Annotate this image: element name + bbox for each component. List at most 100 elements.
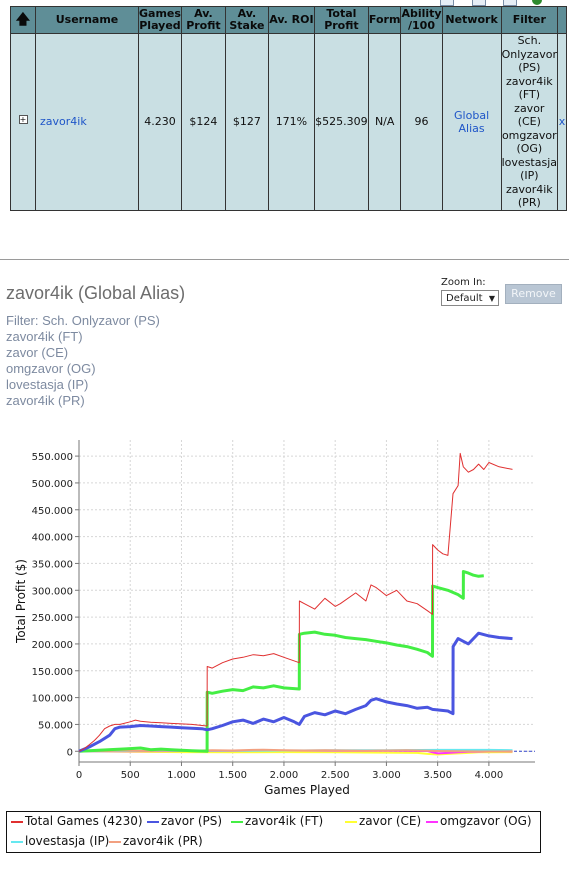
stats-table: 🡅 Username Games Played Av. Profit Av. S…: [10, 6, 568, 211]
form-cell: N/A: [367, 33, 402, 211]
filter-line: (PR): [517, 196, 541, 209]
series-line: [78, 631, 513, 753]
y-tick-label: 200.000: [32, 640, 73, 651]
remove-cell: x: [557, 33, 568, 211]
total-profit-cell: $525.309: [313, 33, 369, 211]
y-tick-label: 450.000: [32, 506, 73, 517]
legend-item: zavor (PS): [147, 814, 222, 828]
toolbar-icon[interactable]: [440, 0, 454, 6]
table-row: + zavor4ik 4.230 $124 $127 171% $525.309…: [10, 33, 568, 211]
series-line: [78, 570, 484, 753]
x-tick-label: 1.500: [218, 770, 247, 781]
username-cell: zavor4ik: [35, 33, 139, 211]
filter-line: (IP): [520, 169, 539, 182]
chart-panel-title: zavor4ik (Global Alias): [6, 283, 186, 303]
legend-item: zavor4ik (PR): [109, 834, 203, 848]
x-tick-label: 500: [121, 770, 140, 781]
filter-line: omgzavor: [501, 128, 557, 142]
ability-cell: 96: [400, 33, 443, 211]
filter-line: lovestasja: [501, 155, 558, 169]
legend-swatch: [11, 820, 23, 823]
y-tick-label: 50.000: [38, 720, 73, 731]
filter-line: zavor (CE): [6, 345, 69, 360]
col-total-profit[interactable]: Total Profit: [313, 6, 369, 34]
legend-label: Total Games (4230): [25, 814, 143, 828]
y-tick-label: 300.000: [32, 586, 73, 597]
x-axis-label: Games Played: [264, 783, 350, 797]
legend-label: omgzavor (OG): [440, 814, 532, 828]
sort-icon[interactable]: 🡅: [10, 6, 36, 34]
y-tick-label: 250.000: [32, 613, 73, 624]
filter-line: zavor4ik: [505, 182, 553, 196]
y-tick-label: 350.000: [32, 559, 73, 570]
cut-off-text: ...: [258, 0, 268, 3]
username-link[interactable]: zavor4ik: [40, 115, 87, 129]
col-form[interactable]: Form: [367, 6, 402, 34]
legend-label: zavor4ik (PR): [123, 834, 203, 848]
remove-row-link[interactable]: x: [558, 115, 566, 129]
plot-area: [79, 440, 535, 762]
legend-item: zavor (CE): [345, 814, 421, 828]
filter-cell: Sch. Onlyzavor (PS) zavor4ik (FT) zavor …: [500, 33, 559, 211]
top-toolbar-strip: ...: [0, 0, 576, 6]
legend-label: zavor (PS): [161, 814, 223, 828]
y-tick-label: 150.000: [32, 667, 73, 678]
col-remove: [557, 6, 568, 34]
remove-button[interactable]: Remove: [505, 284, 562, 304]
x-tick-label: 3.500: [423, 770, 452, 781]
network-link[interactable]: Global Alias: [454, 108, 490, 135]
legend-label: zavor (CE): [359, 814, 422, 828]
section-divider: [0, 259, 569, 260]
filter-line: omgzavor (OG): [6, 361, 96, 376]
legend-item: zavor4ik (FT): [231, 814, 323, 828]
filter-line: zavor: [514, 101, 545, 115]
x-tick-label: 3.000: [372, 770, 401, 781]
y-axis-label: Total Profit ($): [14, 559, 28, 644]
col-av-stake[interactable]: Av. Stake: [224, 6, 269, 34]
col-filter[interactable]: Filter: [500, 6, 559, 34]
legend-swatch: [109, 840, 121, 843]
chevron-down-icon: ▼: [488, 294, 495, 303]
toolbar-icon[interactable]: [503, 0, 517, 6]
table-header-row: 🡅 Username Games Played Av. Profit Av. S…: [10, 6, 568, 34]
av-roi-cell: 171%: [267, 33, 315, 211]
x-tick-label: 2.000: [270, 770, 299, 781]
expand-cell: +: [10, 33, 36, 211]
av-profit-cell: $124: [180, 33, 226, 211]
filter-line: zavor4ik (FT): [6, 329, 83, 344]
y-tick-label: 400.000: [32, 533, 73, 544]
col-ability[interactable]: Ability /100: [400, 6, 443, 34]
legend-label: lovestasja (IP): [25, 834, 110, 848]
legend-swatch: [11, 840, 23, 843]
col-username[interactable]: Username: [35, 6, 139, 34]
network-cell: Global Alias: [441, 33, 502, 211]
filter-line: zavor4ik: [505, 74, 553, 88]
y-tick-label: 550.000: [32, 452, 73, 463]
zoom-select[interactable]: Default ▼: [441, 290, 499, 306]
legend-swatch: [231, 820, 243, 823]
filter-line: (PS): [518, 61, 541, 74]
col-games-played[interactable]: Games Played: [138, 6, 182, 34]
col-av-profit[interactable]: Av. Profit: [180, 6, 226, 34]
profit-chart: 0 500 1.000 1.500 2.000 2.500 3.000 3.500 4.000 0…: [14, 440, 535, 797]
zoom-label: Zoom In:: [441, 277, 486, 288]
toolbar-icon[interactable]: [472, 0, 486, 6]
col-av-roi[interactable]: Av. ROI: [267, 6, 315, 34]
filter-line: zavor4ik (PR): [6, 393, 85, 408]
legend-item: Total Games (4230): [11, 814, 143, 828]
filter-list: Filter: Sch. Onlyzavor (PS) zavor4ik (FT…: [6, 313, 160, 409]
col-network[interactable]: Network: [441, 6, 502, 34]
legend-swatch: [345, 820, 357, 823]
filter-line: (FT): [518, 88, 541, 101]
x-tick-label: 4.000: [475, 770, 504, 781]
x-tick-label: 1.000: [167, 770, 196, 781]
expand-icon[interactable]: +: [18, 115, 28, 125]
filter-line: Onlyzavor: [501, 47, 558, 61]
refresh-icon[interactable]: [532, 0, 542, 5]
x-tick-label: 0: [76, 770, 82, 781]
x-tick-label: 2.500: [321, 770, 350, 781]
legend-label: zavor4ik (FT): [245, 814, 324, 828]
filter-line: (OG): [516, 142, 543, 155]
legend-item: lovestasja (IP): [11, 834, 109, 848]
y-tick-label: 500.000: [32, 479, 73, 490]
